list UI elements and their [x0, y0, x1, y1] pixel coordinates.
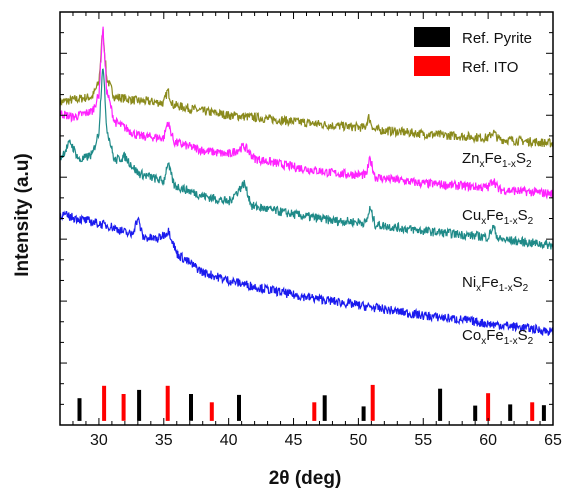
- ref-bar-pyrite-3: [237, 394, 241, 421]
- x-axis-title: 2θ (deg): [269, 468, 342, 489]
- ref-bar-ito-3: [209, 402, 214, 421]
- legend-label-pyrite: Ref. Pyrite: [462, 30, 532, 47]
- ref-bar-ito-4: [312, 402, 317, 421]
- ref-bar-pyrite-5: [361, 406, 366, 421]
- x-tick-label-5: 55: [414, 432, 432, 449]
- series-line-2: [60, 68, 553, 250]
- sample-label-0: ZnxFe1-xS2: [462, 150, 532, 170]
- series-line-3: [60, 210, 553, 336]
- ref-bar-ito-2: [165, 385, 170, 421]
- ref-bar-pyrite-2: [189, 394, 193, 421]
- x-tick-label-4: 50: [349, 432, 367, 449]
- ref-bar-pyrite-9: [541, 405, 546, 421]
- ref-bar-pyrite-4: [322, 395, 327, 421]
- x-tick-label-2: 40: [220, 432, 238, 449]
- x-tick-label-1: 35: [155, 432, 173, 449]
- legend-label-ito: Ref. ITO: [462, 59, 518, 76]
- sample-label-3: CoxFe1-xS2: [462, 327, 534, 347]
- x-tick-label-7: 65: [544, 432, 562, 449]
- ref-bar-ito-0: [102, 385, 107, 421]
- sample-label-1: CuxFe1-xS2: [462, 207, 534, 227]
- sample-label-2: NixFe1-xS2: [462, 274, 529, 294]
- x-tick-label-3: 45: [285, 432, 303, 449]
- ref-bar-pyrite-7: [473, 405, 478, 421]
- ref-bar-pyrite-6: [438, 388, 443, 421]
- sample-labels: ZnxFe1-xS2 CuxFe1-xS2 NixFe1-xS2 CoxFe1-xS2: [462, 150, 534, 347]
- x-tick-label-0: 30: [90, 432, 108, 449]
- series-layer: [60, 26, 553, 336]
- ref-bar-ito-6: [486, 393, 491, 421]
- legend: Ref. Pyrite Ref. ITO: [414, 27, 532, 76]
- ref-bar-pyrite-1: [137, 389, 142, 421]
- y-axis-title: Intensity (a.u): [12, 153, 33, 277]
- ref-bar-pyrite-0: [77, 398, 82, 421]
- ref-bar-ito-1: [121, 394, 126, 421]
- ref-bar-ito-7: [530, 402, 535, 421]
- legend-swatch-ito: [414, 56, 450, 76]
- legend-swatch-pyrite: [414, 27, 450, 47]
- ref-bar-ito-5: [370, 384, 375, 421]
- reference-bars: [77, 384, 546, 421]
- x-tick-label-6: 60: [479, 432, 497, 449]
- axes: 30 35 40 45 50 55 60 65: [60, 12, 562, 449]
- series-line-1: [60, 26, 553, 200]
- ref-bar-pyrite-8: [508, 404, 513, 421]
- series-line-0: [60, 28, 553, 149]
